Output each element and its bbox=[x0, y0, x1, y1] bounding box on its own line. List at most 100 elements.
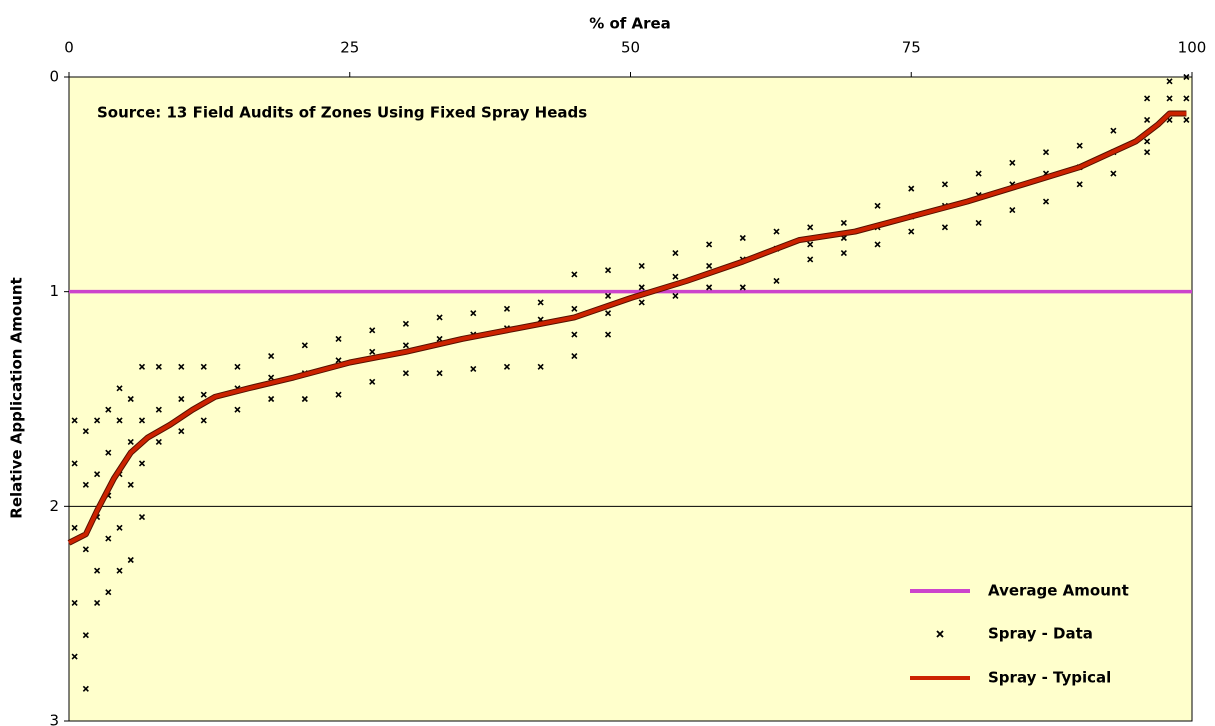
data-point bbox=[127, 481, 134, 488]
plot-border bbox=[68, 76, 1193, 722]
data-point bbox=[335, 391, 342, 398]
data-point bbox=[672, 292, 679, 300]
data-point bbox=[369, 327, 376, 334]
data-point bbox=[105, 535, 112, 542]
data-point bbox=[268, 374, 275, 381]
x-tick-label: 0 bbox=[64, 39, 74, 57]
data-point bbox=[105, 589, 112, 596]
data-point bbox=[638, 262, 645, 269]
data-point bbox=[138, 363, 146, 370]
data-point bbox=[1042, 149, 1050, 156]
data-point bbox=[604, 292, 612, 300]
data-point bbox=[436, 314, 443, 321]
data-point bbox=[178, 363, 185, 370]
data-point bbox=[773, 228, 780, 235]
data-point bbox=[706, 241, 713, 248]
data-point bbox=[105, 406, 112, 413]
data-point bbox=[138, 460, 146, 467]
data-point bbox=[178, 428, 185, 435]
data-point bbox=[402, 370, 409, 377]
data-point bbox=[672, 273, 679, 280]
data-point bbox=[127, 438, 134, 445]
data-point bbox=[638, 299, 645, 306]
data-point bbox=[234, 406, 241, 413]
data-point bbox=[436, 370, 443, 377]
data-point bbox=[402, 320, 409, 327]
data-point bbox=[200, 417, 207, 424]
data-point bbox=[436, 335, 443, 342]
data-point bbox=[155, 363, 162, 370]
data-point bbox=[503, 363, 511, 370]
data-point bbox=[1144, 149, 1151, 156]
data-point bbox=[116, 524, 123, 531]
data-point bbox=[807, 256, 814, 263]
data-point bbox=[116, 385, 123, 392]
data-point bbox=[1009, 159, 1016, 166]
data-point bbox=[470, 365, 477, 373]
data-point bbox=[1166, 95, 1173, 102]
annotation: Source: 13 Field Audits of Zones Using F… bbox=[97, 104, 587, 122]
x-tick-label: 100 bbox=[1178, 39, 1207, 57]
data-point bbox=[975, 170, 982, 177]
line bbox=[68, 111, 1187, 545]
data-point bbox=[200, 363, 207, 370]
data-point bbox=[116, 567, 123, 574]
data-point bbox=[127, 395, 134, 403]
data-point bbox=[908, 185, 915, 192]
x-axis-title: % of Area bbox=[589, 15, 671, 33]
data-point bbox=[1144, 116, 1151, 123]
y-tick-label: 3 bbox=[49, 712, 59, 726]
data-point bbox=[503, 305, 511, 312]
data-point bbox=[571, 271, 578, 278]
data-point bbox=[301, 395, 308, 403]
data-point bbox=[706, 284, 713, 291]
data-point bbox=[807, 224, 814, 231]
legend-label: Average Amount bbox=[988, 582, 1129, 600]
data-point bbox=[941, 181, 949, 188]
y-tick-label: 2 bbox=[49, 497, 59, 515]
data-point bbox=[369, 348, 376, 355]
data-point bbox=[94, 471, 101, 478]
data-point bbox=[116, 417, 123, 424]
data-point bbox=[138, 417, 146, 424]
data-point bbox=[1183, 95, 1190, 102]
data-point bbox=[268, 353, 275, 360]
data-point bbox=[706, 262, 713, 269]
plot-area bbox=[69, 77, 1192, 721]
data-point bbox=[200, 391, 207, 398]
data-point bbox=[71, 599, 78, 606]
data-point bbox=[1110, 170, 1117, 177]
data-point bbox=[1110, 127, 1117, 134]
data-point bbox=[604, 331, 612, 338]
data-point bbox=[874, 202, 881, 209]
y-axis-title: Relative Application Amount bbox=[8, 277, 26, 518]
data-point bbox=[94, 567, 101, 574]
data-point bbox=[537, 299, 544, 306]
data-point bbox=[402, 342, 409, 349]
legend-label: Spray - Data bbox=[988, 625, 1093, 643]
data-point bbox=[82, 685, 89, 692]
data-point bbox=[268, 395, 275, 403]
data-point bbox=[82, 428, 89, 435]
data-point bbox=[71, 417, 78, 424]
data-point bbox=[1076, 142, 1083, 149]
data-point bbox=[178, 395, 185, 403]
data-point bbox=[71, 524, 78, 531]
data-point bbox=[71, 653, 78, 660]
data-point bbox=[1183, 116, 1190, 123]
data-point bbox=[807, 241, 814, 248]
data-point bbox=[234, 363, 241, 370]
data-point bbox=[975, 219, 982, 227]
x-tick-label: 50 bbox=[621, 39, 640, 57]
legend-marker bbox=[936, 630, 944, 638]
data-point bbox=[941, 224, 949, 231]
data-point bbox=[1166, 78, 1173, 85]
data-point bbox=[604, 267, 612, 274]
data-point bbox=[301, 342, 308, 349]
data-point bbox=[604, 310, 612, 317]
data-point bbox=[1076, 181, 1083, 188]
data-point bbox=[82, 546, 89, 553]
data-point bbox=[908, 228, 915, 235]
data-point bbox=[369, 378, 376, 385]
